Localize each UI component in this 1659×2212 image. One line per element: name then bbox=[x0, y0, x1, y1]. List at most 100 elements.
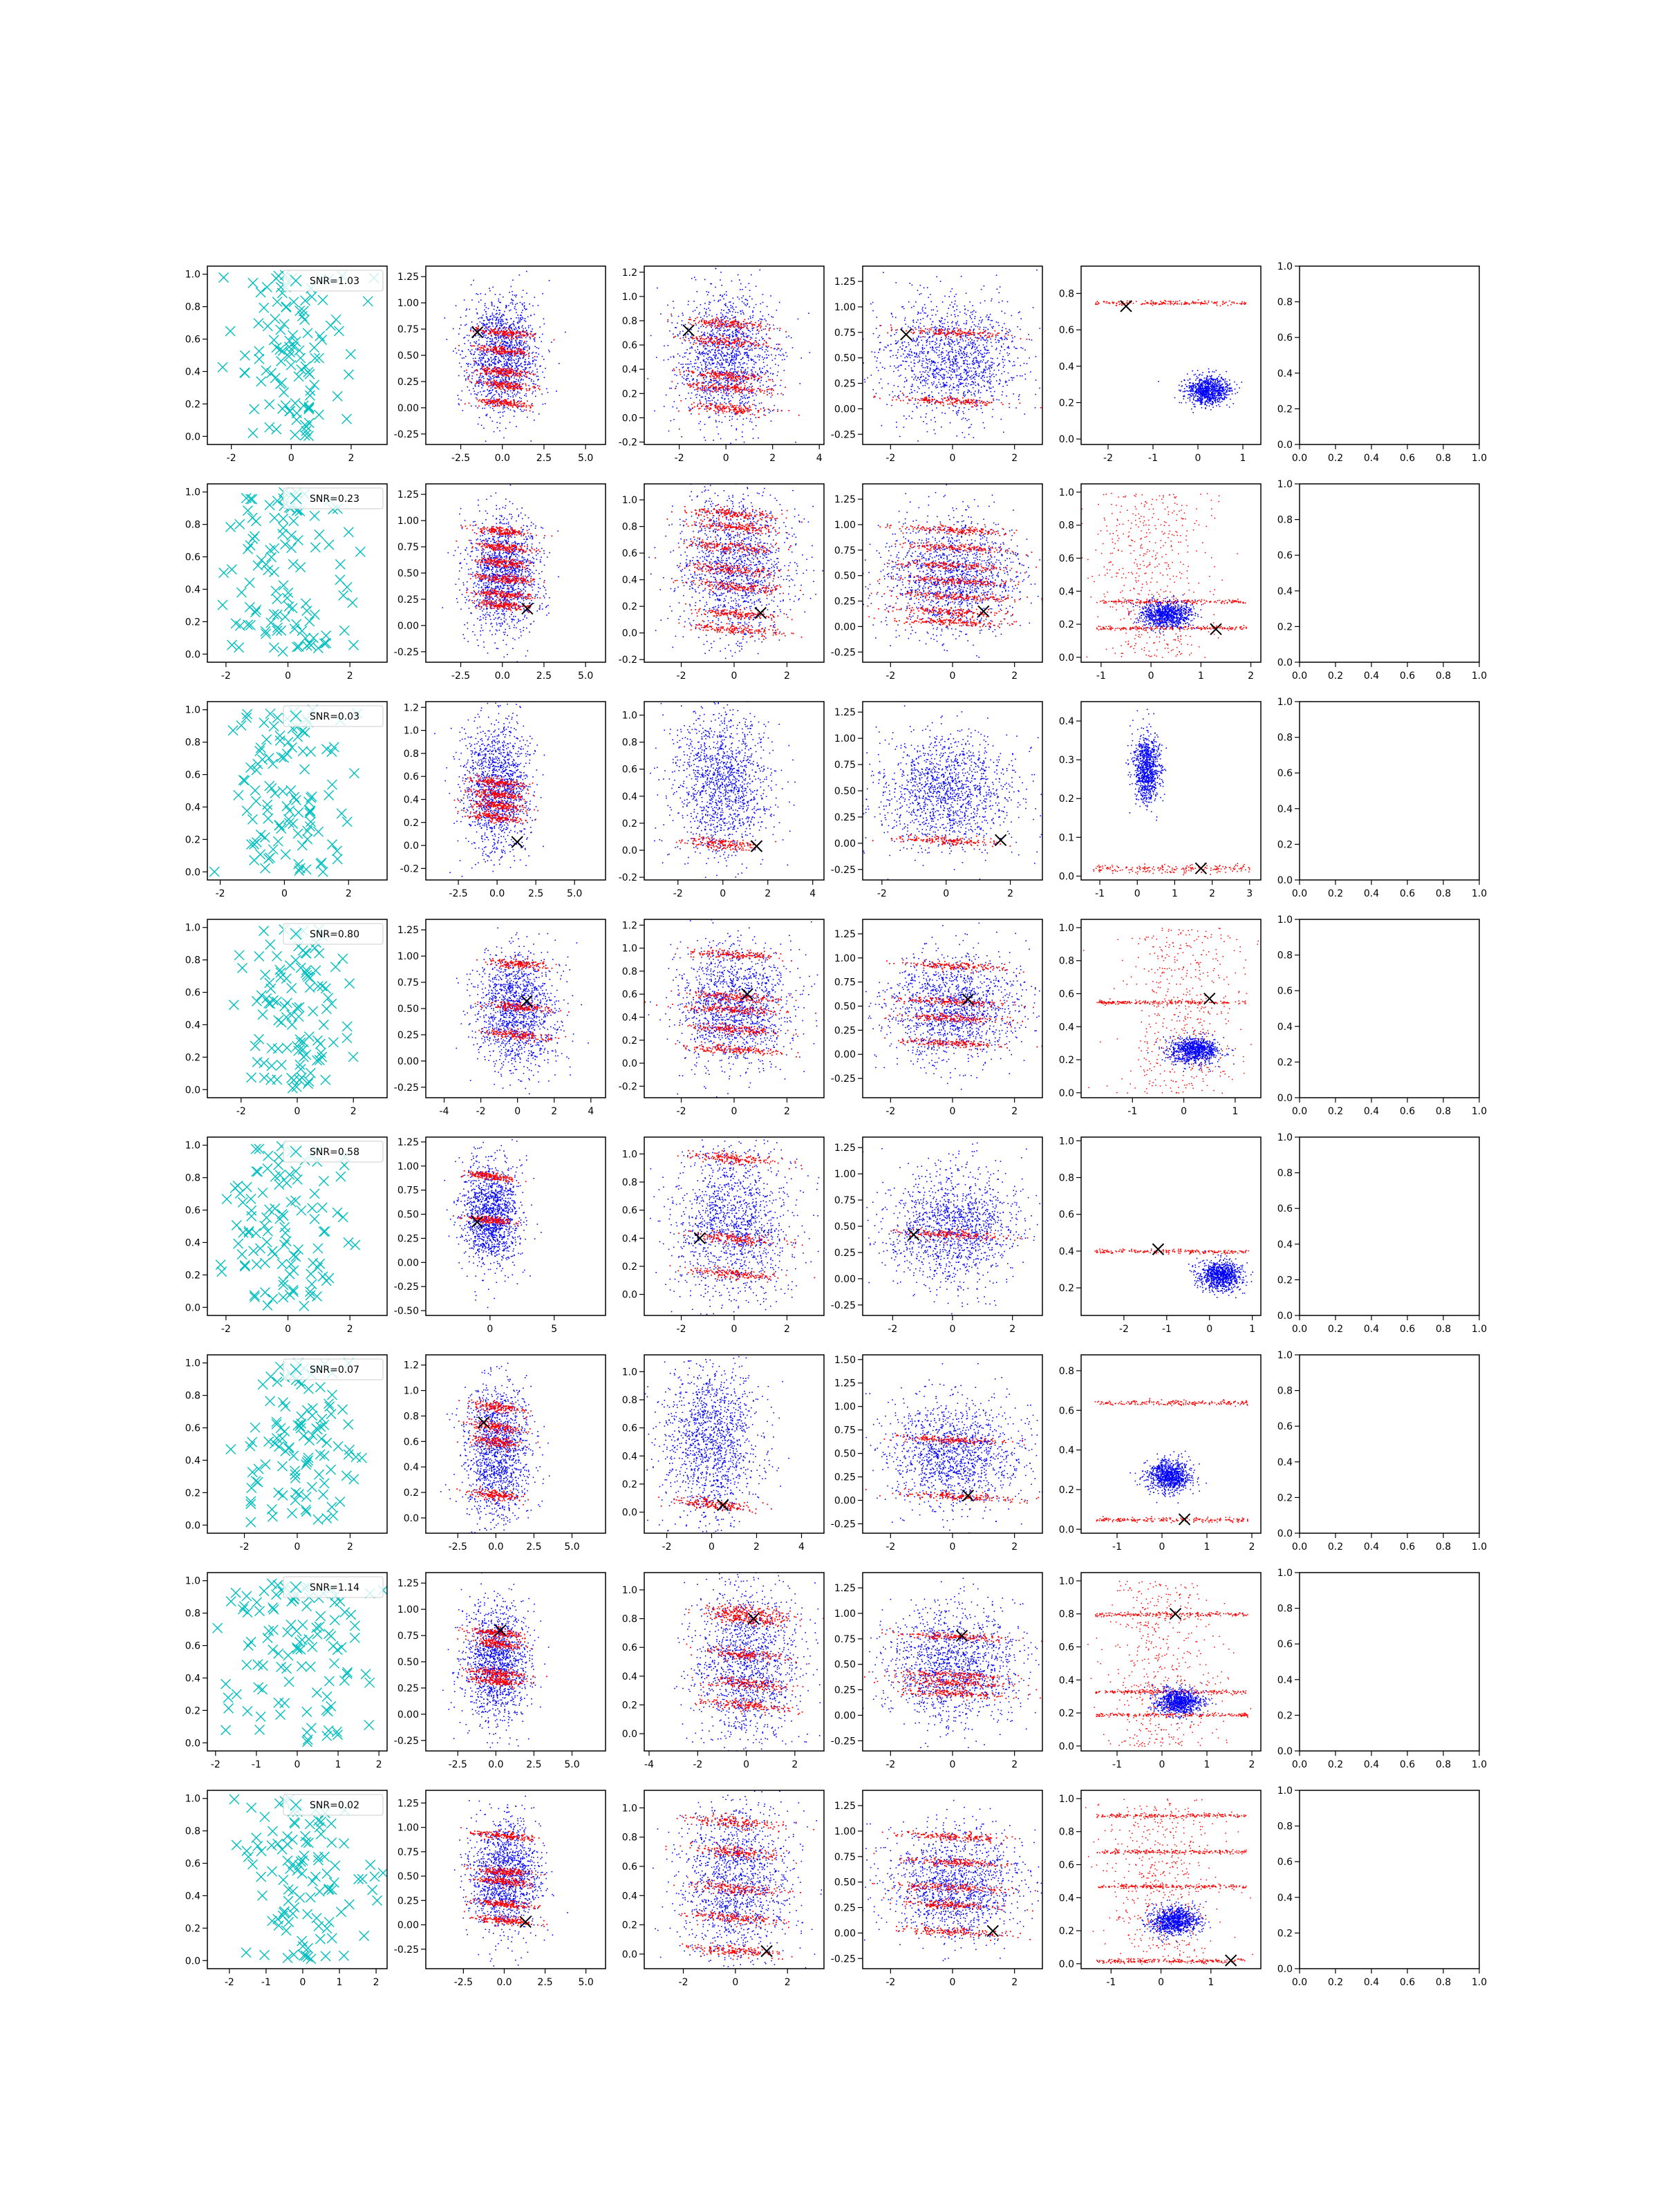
cluster-point bbox=[500, 342, 501, 344]
cluster-point bbox=[468, 379, 469, 380]
cloud-point bbox=[480, 352, 481, 353]
sample-marker bbox=[286, 360, 296, 370]
cluster-point bbox=[768, 409, 769, 410]
cloud-point bbox=[519, 337, 521, 339]
cloud-point bbox=[526, 354, 527, 355]
cloud-point bbox=[505, 378, 507, 379]
cloud-point bbox=[487, 328, 488, 330]
cloud-point bbox=[709, 362, 710, 364]
y-tick-label: 1.00 bbox=[397, 298, 419, 309]
cloud-point bbox=[504, 407, 505, 409]
cluster-point bbox=[742, 327, 744, 328]
cluster-point bbox=[710, 386, 711, 388]
cloud-point bbox=[686, 379, 688, 381]
cloud-point bbox=[758, 332, 759, 334]
cloud-point bbox=[516, 367, 518, 368]
cluster-point bbox=[505, 384, 506, 385]
sample-marker bbox=[278, 404, 288, 413]
cloud-point bbox=[719, 328, 720, 329]
cloud-point bbox=[941, 323, 943, 324]
cloud-point bbox=[738, 362, 740, 364]
cloud-point bbox=[738, 347, 740, 348]
cluster-point bbox=[779, 344, 780, 345]
cloud-point bbox=[519, 346, 521, 347]
cloud-point bbox=[526, 271, 527, 272]
cloud-point bbox=[718, 385, 720, 386]
cloud-point bbox=[760, 386, 761, 387]
cloud-point bbox=[482, 363, 483, 364]
cloud-point bbox=[756, 391, 758, 392]
cloud-point bbox=[700, 354, 701, 355]
cloud-point bbox=[519, 274, 521, 276]
cluster-point bbox=[699, 336, 700, 337]
cluster-point bbox=[718, 376, 720, 377]
cloud-point bbox=[463, 337, 465, 339]
cluster-point bbox=[754, 346, 756, 347]
cloud-point bbox=[740, 359, 742, 360]
cluster-point bbox=[751, 326, 753, 327]
cloud-point bbox=[512, 330, 514, 331]
cloud-point bbox=[698, 374, 700, 375]
cloud-point bbox=[1002, 339, 1003, 341]
cloud-point bbox=[747, 387, 749, 388]
cloud-point bbox=[518, 321, 519, 323]
cloud-point bbox=[507, 398, 509, 400]
cloud-point bbox=[512, 299, 513, 301]
cloud-point bbox=[955, 322, 957, 324]
cloud-point bbox=[775, 355, 776, 357]
cloud-point bbox=[798, 319, 799, 320]
cluster-point bbox=[722, 326, 723, 328]
cloud-point bbox=[706, 387, 707, 388]
cloud-point bbox=[709, 315, 710, 316]
cloud-point bbox=[500, 328, 501, 329]
cloud-point bbox=[528, 385, 529, 386]
cluster-point bbox=[525, 385, 527, 386]
cloud-point bbox=[746, 389, 747, 391]
cloud-point bbox=[503, 337, 504, 338]
cloud-point bbox=[489, 379, 491, 380]
cluster-point bbox=[520, 388, 521, 390]
cloud-point bbox=[507, 353, 508, 355]
cluster-point bbox=[529, 405, 530, 406]
cluster-point bbox=[713, 373, 715, 375]
cloud-point bbox=[753, 344, 754, 345]
cloud-point bbox=[722, 344, 724, 345]
cluster-point bbox=[690, 386, 691, 388]
cloud-point bbox=[728, 378, 729, 379]
cluster-point bbox=[742, 413, 744, 414]
cloud-point bbox=[491, 396, 493, 397]
cloud-point bbox=[684, 384, 685, 385]
cluster-point bbox=[485, 368, 486, 369]
cluster-point bbox=[706, 405, 707, 406]
cluster-point bbox=[495, 366, 496, 368]
cloud-point bbox=[747, 303, 749, 304]
cluster-point bbox=[512, 369, 514, 371]
cluster-point bbox=[484, 371, 485, 373]
cloud-point bbox=[751, 393, 753, 394]
cluster-point bbox=[738, 322, 739, 324]
cluster-point bbox=[493, 371, 494, 373]
cloud-point bbox=[950, 375, 952, 376]
cloud-point bbox=[499, 294, 500, 295]
cluster-point bbox=[500, 386, 502, 387]
cloud-point bbox=[732, 298, 733, 299]
cluster-point bbox=[490, 380, 491, 382]
cluster-point bbox=[721, 324, 722, 326]
cloud-point bbox=[763, 407, 765, 409]
cloud-point bbox=[685, 364, 686, 365]
cloud-point bbox=[488, 327, 489, 328]
cluster-point bbox=[505, 338, 507, 339]
cloud-point bbox=[730, 442, 731, 444]
cluster-point bbox=[743, 409, 744, 411]
cloud-point bbox=[742, 393, 743, 395]
cloud-point bbox=[752, 263, 753, 264]
cluster-point bbox=[496, 384, 498, 386]
cloud-point bbox=[939, 379, 940, 380]
cloud-point bbox=[483, 428, 485, 429]
cluster-point bbox=[671, 314, 672, 315]
cloud-point bbox=[762, 357, 763, 358]
cloud-point bbox=[664, 359, 665, 361]
cluster-point bbox=[507, 350, 509, 352]
cluster-point bbox=[722, 407, 723, 409]
cluster-point bbox=[504, 381, 505, 382]
